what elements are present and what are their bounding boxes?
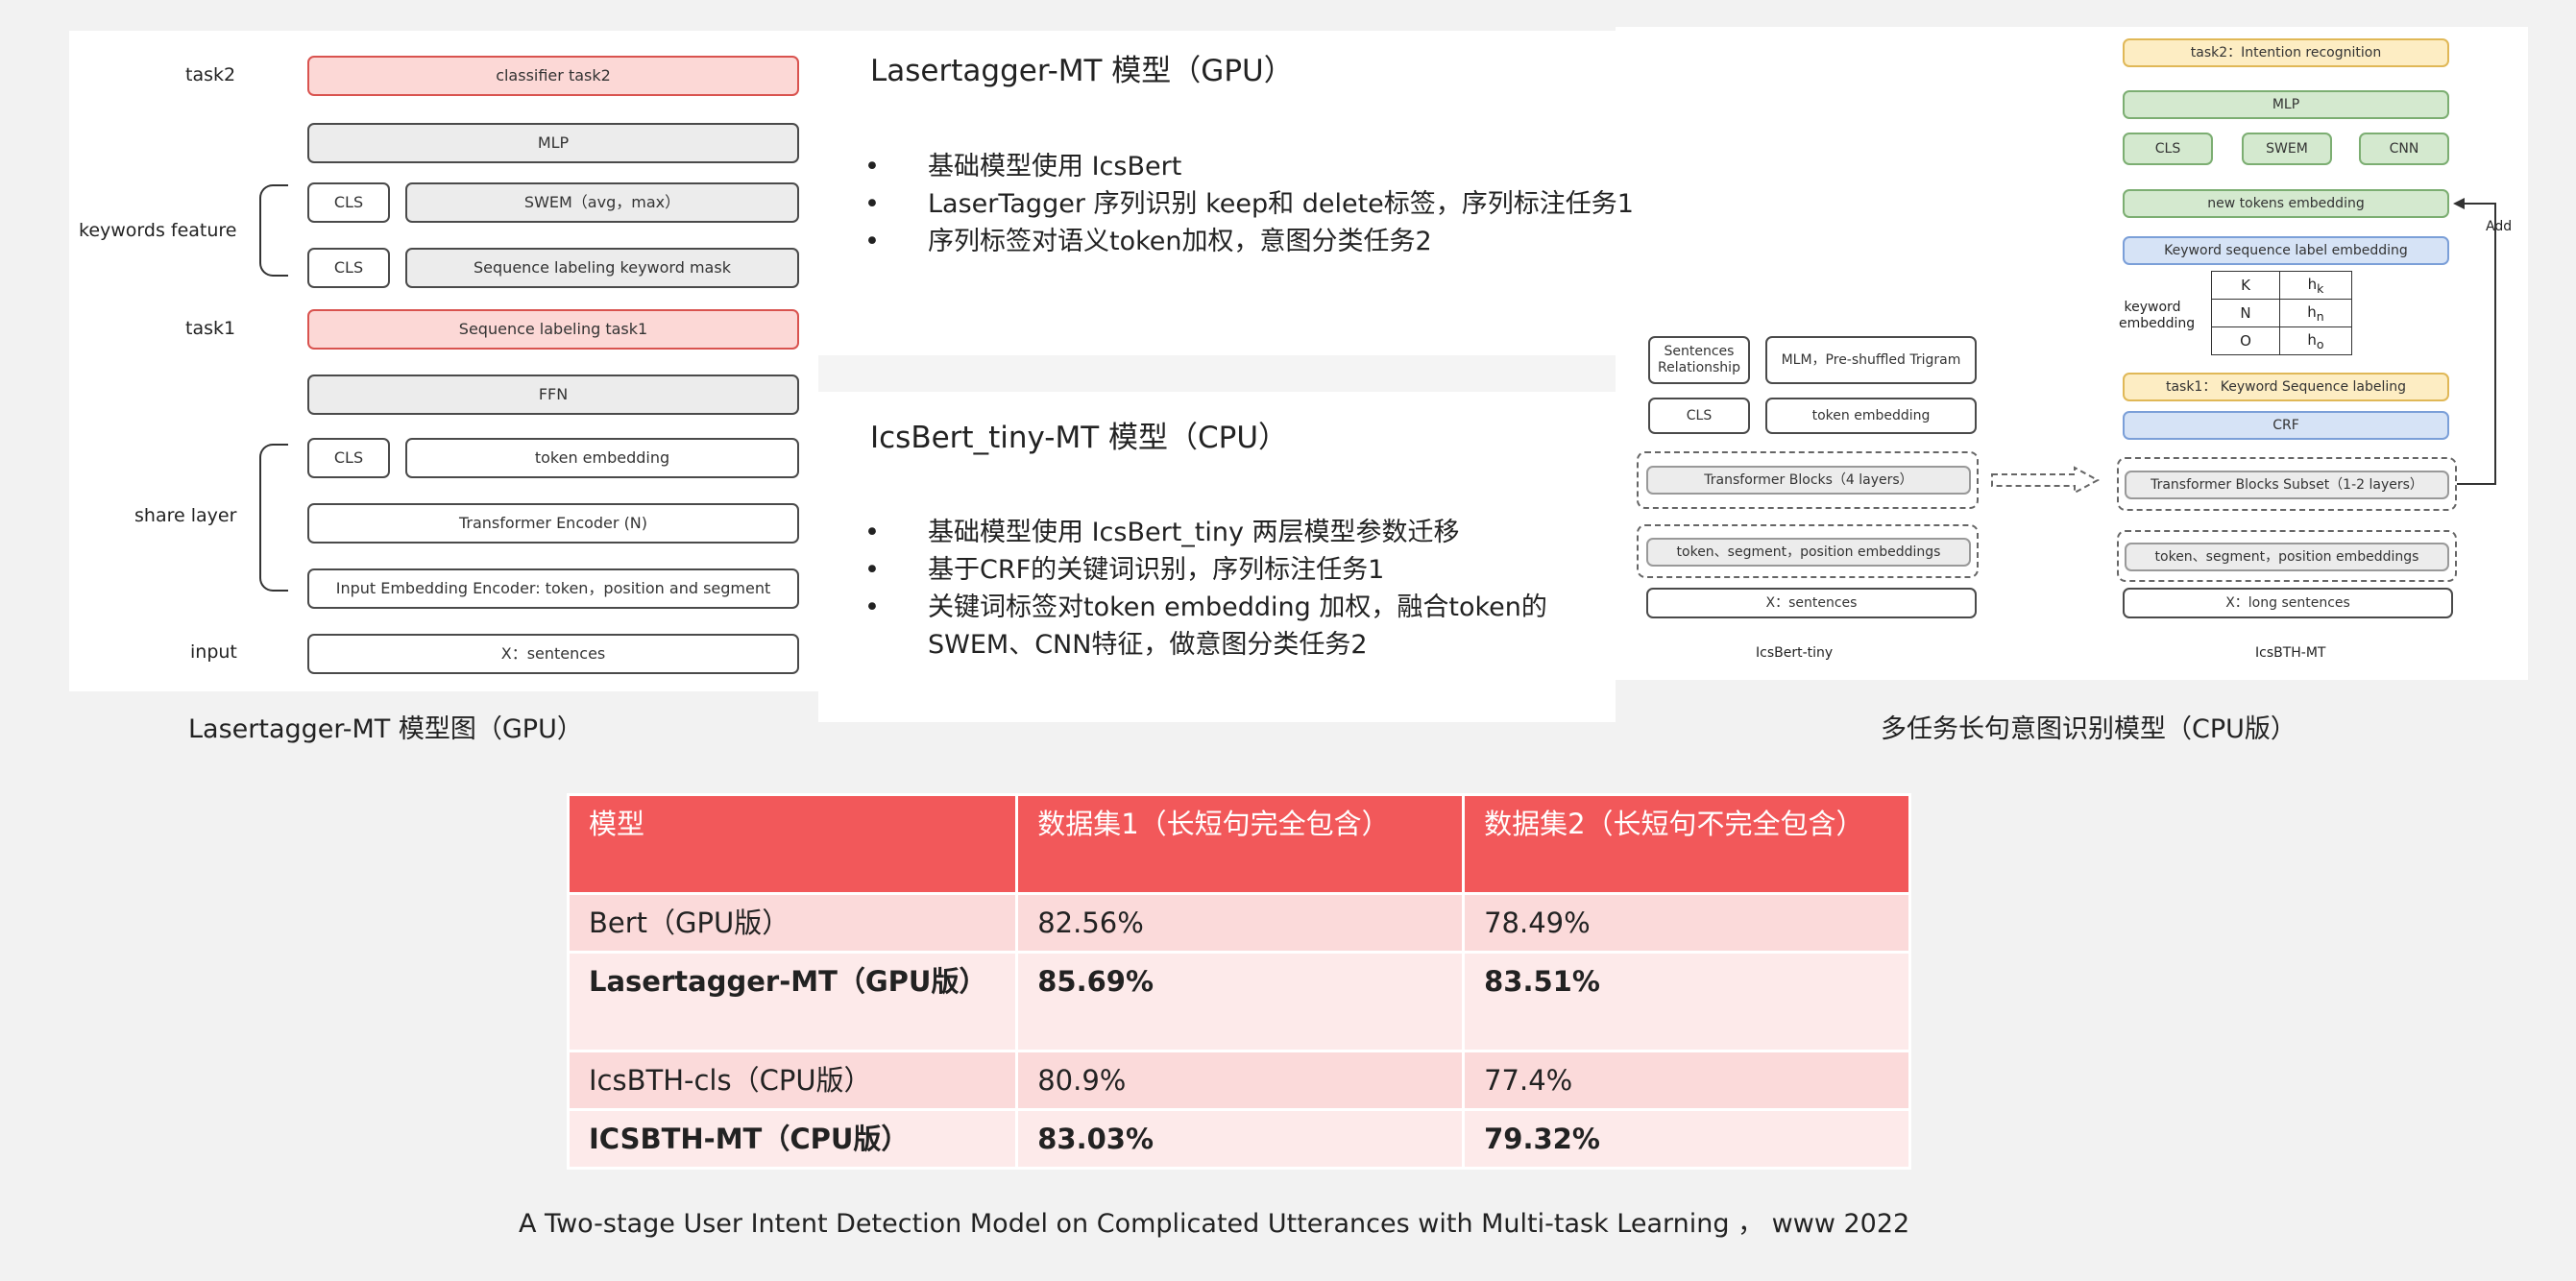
table-header-cell: 数据集2（长短句不完全包含） <box>1462 793 1911 895</box>
table-cell: 78.49% <box>1462 892 1911 954</box>
mt-embeddings-wrap <box>2117 530 2457 582</box>
section-title-lasertagger: Lasertagger-MT 模型（GPU） <box>870 54 1294 88</box>
mt-embeddings-box: token、segment，position embeddings <box>2125 543 2449 571</box>
swem-box: SWEM（avg，max） <box>405 182 799 223</box>
label-keywords-feature: keywords feature <box>79 220 237 241</box>
results-table: 模型 数据集1（长短句完全包含） 数据集2（长短句不完全包含） Bert（GPU… <box>566 793 1911 1170</box>
x-sentences-box: X：sentences <box>307 634 799 674</box>
kw-tag: N <box>2211 299 2280 327</box>
mt-crf-box: CRF <box>2123 411 2449 440</box>
bullet-item: 基于CRF的关键词识别，序列标注任务1 <box>864 551 1639 589</box>
table-header-cell: 模型 <box>566 793 1019 895</box>
keywords-brace <box>259 184 288 277</box>
classifier-task2-box: classifier task2 <box>307 56 799 96</box>
mt-kw-seq-label-box: Keyword sequence label embedding <box>2123 236 2449 265</box>
bullet-item: 基础模型使用 IcsBert_tiny 两层模型参数迁移 <box>864 514 1639 551</box>
add-feedback-arrow-icon <box>2453 198 2496 485</box>
add-label: Add <box>2486 219 2513 234</box>
keyword-embedding-label: keyword embedding <box>2119 300 2196 331</box>
seq-label-task1-box: Sequence labeling task1 <box>307 309 799 350</box>
tiny-cls-box: CLS <box>1648 398 1750 434</box>
label-task2: task2 <box>185 64 236 85</box>
table-header-row: 模型 数据集1（长短句完全包含） 数据集2（长短句不完全包含） <box>566 793 1911 895</box>
tiny-transformer-box: Transformer Blocks（4 layers） <box>1646 466 1971 495</box>
table-cell: ICSBTH-MT（CPU版） <box>566 1108 1019 1170</box>
bullet-item: 序列标签对语义token加权，意图分类任务2 <box>864 223 1639 260</box>
kw-vector: ho <box>2279 326 2352 355</box>
bullet-item: LaserTagger 序列识别 keep和 delete标签，序列标注任务1 <box>864 185 1639 223</box>
transformer-encoder-box: Transformer Encoder (N) <box>307 503 799 544</box>
mlp-box: MLP <box>307 123 799 163</box>
right-diagram-panel <box>1616 27 2528 680</box>
table-row: Bert（GPU版） 82.56% 78.49% <box>566 892 1911 954</box>
table-header-cell: 数据集1（长短句完全包含） <box>1015 793 1466 895</box>
mt-mlp-box: MLP <box>2123 90 2449 119</box>
cls-box-2: CLS <box>307 248 390 288</box>
table-cell: 80.9% <box>1015 1050 1466 1111</box>
table-cell: Lasertagger-MT（GPU版） <box>566 951 1019 1052</box>
table-cell: 77.4% <box>1462 1050 1911 1111</box>
label-input: input <box>190 641 237 663</box>
table-cell: 79.32% <box>1462 1108 1911 1170</box>
table-row: IcsBTH-cls（CPU版） 80.9% 77.4% <box>566 1050 1911 1111</box>
mt-transformer-box: Transformer Blocks Subset（1-2 layers） <box>2125 471 2449 499</box>
label-share-layer: share layer <box>134 505 237 526</box>
bullet-item: 关键词标签对token embedding 加权，融合token的 SWEM、C… <box>864 589 1639 664</box>
table-row: Lasertagger-MT（GPU版） 85.69% 83.51% <box>566 951 1911 1052</box>
tiny-embeddings-box: token、segment，position embeddings <box>1646 538 1971 567</box>
mt-task2-box: task2：Intention recognition <box>2123 38 2449 67</box>
tiny-embeddings-wrap <box>1637 524 1979 578</box>
mt-task1-box: task1： Keyword Sequence labeling <box>2123 373 2449 401</box>
transfer-arrow-icon <box>1991 466 2101 495</box>
citation: A Two-stage User Intent Detection Model … <box>519 1209 1910 1239</box>
sentences-relationship-box: Sentences Relationship <box>1648 336 1750 384</box>
kw-tag: K <box>2211 271 2280 300</box>
mt-cls-box: CLS <box>2123 133 2213 165</box>
ffn-box: FFN <box>307 375 799 415</box>
tiny-caption: IcsBert-tiny <box>1756 645 1834 661</box>
table-cell: 83.03% <box>1015 1108 1466 1170</box>
mt-x-long-box: X：long sentences <box>2123 588 2453 618</box>
token-embedding-box: token embedding <box>405 438 799 478</box>
tiny-x-sentences-box: X：sentences <box>1646 588 1977 618</box>
mt-new-tokens-box: new tokens embedding <box>2123 189 2449 218</box>
share-layer-brace <box>259 444 288 592</box>
table-row: ICSBTH-MT（CPU版） 83.03% 79.32% <box>566 1108 1911 1170</box>
kw-vector: hk <box>2279 271 2352 300</box>
input-embedding-box: Input Embedding Encoder: token，position … <box>307 568 799 609</box>
left-diagram-caption: Lasertagger-MT 模型图（GPU） <box>188 714 583 744</box>
table-cell: Bert（GPU版） <box>566 892 1019 954</box>
mt-cnn-box: CNN <box>2359 133 2449 165</box>
kw-vector: hn <box>2279 299 2352 327</box>
icsbert-tiny-bullets: 基础模型使用 IcsBert_tiny 两层模型参数迁移 基于CRF的关键词识别… <box>861 514 1639 664</box>
divider <box>818 355 1616 392</box>
keyword-embedding-table: K hk N hn O ho <box>2211 271 2352 355</box>
right-diagram-caption: 多任务长句意图识别模型（CPU版） <box>1881 714 2297 744</box>
mlm-box: MLM，Pre-shuffled Trigram <box>1765 336 1977 384</box>
label-task1: task1 <box>185 318 236 339</box>
mt-transformer-wrap <box>2117 457 2457 511</box>
mt-caption: IcsBTH-MT <box>2255 645 2326 661</box>
bullet-item: 基础模型使用 IcsBert <box>864 148 1639 185</box>
table-cell: IcsBTH-cls（CPU版） <box>566 1050 1019 1111</box>
mt-swem-box: SWEM <box>2242 133 2332 165</box>
tiny-token-embedding-box: token embedding <box>1765 398 1977 434</box>
cls-box-3: CLS <box>307 438 390 478</box>
cls-box-1: CLS <box>307 182 390 223</box>
seq-label-kw-mask-box: Sequence labeling keyword mask <box>405 248 799 288</box>
lasertagger-bullets: 基础模型使用 IcsBert LaserTagger 序列识别 keep和 de… <box>861 148 1639 260</box>
section-title-icsbert-tiny: IcsBert_tiny-MT 模型（CPU） <box>870 421 1289 455</box>
table-cell: 83.51% <box>1462 951 1911 1052</box>
tiny-transformer-wrap <box>1637 451 1979 509</box>
kw-tag: O <box>2211 326 2280 355</box>
table-cell: 82.56% <box>1015 892 1466 954</box>
table-cell: 85.69% <box>1015 951 1466 1052</box>
